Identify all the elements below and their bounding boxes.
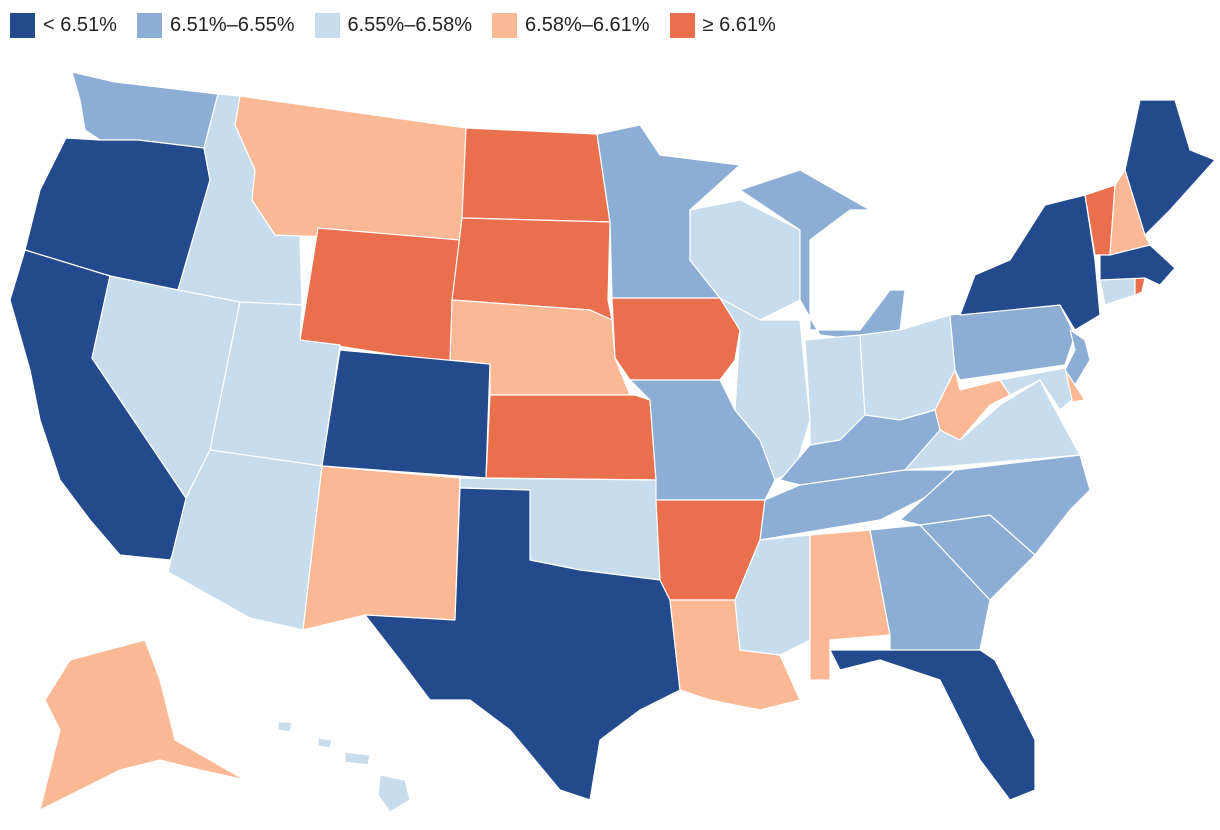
state-new-york[interactable]	[959, 194, 1101, 331]
legend-swatch	[669, 13, 695, 38]
state-kansas[interactable]	[485, 394, 657, 481]
legend-label: 6.55%–6.58%	[347, 14, 473, 36]
state-north-dakota[interactable]	[461, 127, 611, 223]
hawaii-island-oahu[interactable]	[317, 737, 333, 749]
state-north-carolina[interactable]	[899, 454, 1091, 556]
state-maryland[interactable]	[999, 367, 1073, 411]
state-washington[interactable]	[71, 71, 219, 149]
legend-label: 6.51%–6.55%	[169, 14, 295, 36]
state-colorado[interactable]	[321, 349, 491, 479]
state-alaska[interactable]	[39, 639, 246, 811]
state-rhode-island[interactable]	[1134, 277, 1146, 296]
hawaii-island-big[interactable]	[377, 774, 411, 813]
state-connecticut[interactable]	[1099, 277, 1136, 306]
state-missouri[interactable]	[629, 379, 776, 501]
state-wisconsin[interactable]	[689, 199, 801, 321]
state-new-mexico[interactable]	[302, 465, 461, 631]
state-texas[interactable]	[364, 487, 681, 801]
legend-item-6-55-to-6-58: 6.55%–6.58%	[314, 13, 473, 38]
legend-swatch	[136, 13, 162, 38]
state-maine[interactable]	[1124, 99, 1216, 236]
legend-label: 6.58%–6.61%	[525, 14, 650, 36]
state-montana[interactable]	[234, 95, 467, 241]
state-michigan[interactable]	[739, 169, 906, 341]
legend-item-6-61-and-above: ≥ 6.61%	[669, 13, 776, 38]
hawaii-island-maui[interactable]	[344, 751, 371, 766]
legend-swatch	[314, 13, 340, 38]
legend-label: ≥ 6.61%	[702, 14, 776, 36]
state-pennsylvania[interactable]	[949, 304, 1076, 381]
legend-swatch	[10, 13, 35, 38]
state-new-hampshire[interactable]	[1109, 169, 1151, 256]
legend-item-6-51-to-6-55: 6.51%–6.55%	[136, 13, 295, 38]
legend-label: < 6.51%	[43, 14, 117, 36]
legend-item-below-6-51: < 6.51%	[10, 13, 117, 38]
legend-swatch	[492, 13, 518, 38]
state-florida[interactable]	[829, 649, 1036, 801]
legend-item-6-58-to-6-61: 6.58%–6.61%	[492, 13, 650, 38]
state-iowa[interactable]	[611, 297, 741, 381]
hawaii-island-kauai[interactable]	[277, 721, 293, 733]
state-hawaii[interactable]	[277, 721, 411, 813]
legend: < 6.51% 6.51%–6.55% 6.55%–6.58% 6.58%–6.…	[10, 13, 796, 38]
